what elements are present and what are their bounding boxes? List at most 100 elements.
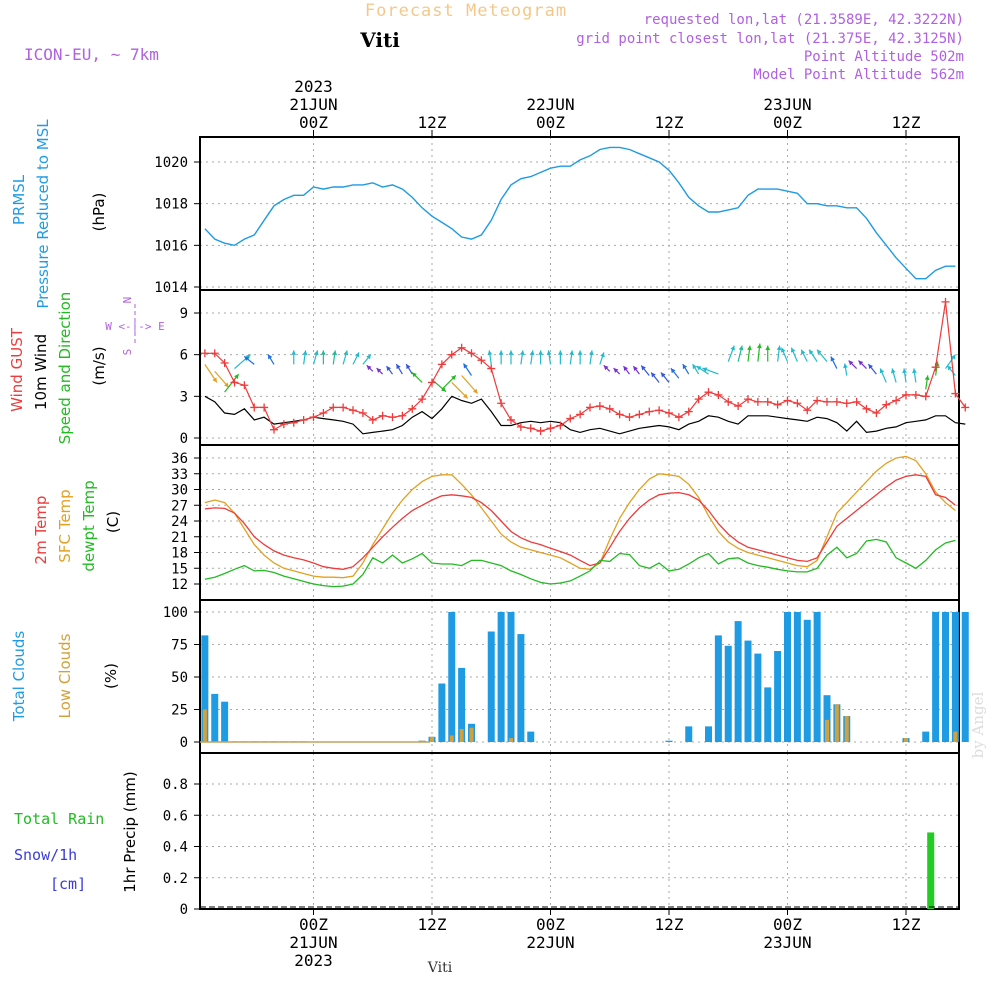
wind-arrow-head bbox=[641, 365, 646, 371]
total-cloud-bar bbox=[932, 612, 940, 742]
gust-marker bbox=[220, 359, 229, 367]
wind-arrow bbox=[765, 345, 771, 362]
wind-10m-label: 10m Wind bbox=[32, 334, 50, 410]
gust-marker bbox=[428, 378, 436, 387]
gust-marker bbox=[279, 420, 288, 429]
wind-arrow bbox=[461, 375, 479, 394]
wind-arrow bbox=[577, 350, 583, 365]
gust-marker bbox=[398, 411, 407, 420]
wind-arrows bbox=[204, 343, 956, 399]
gust-marker bbox=[200, 349, 209, 358]
gust-marker bbox=[911, 390, 920, 399]
y-tick-label: 1014 bbox=[154, 280, 188, 296]
wind-arrow bbox=[557, 350, 563, 365]
gust-marker bbox=[408, 404, 417, 413]
y-tick-label: 36 bbox=[171, 451, 188, 467]
wind-arrow bbox=[776, 345, 782, 362]
gust-marker bbox=[586, 403, 594, 412]
y-tick-label: 33 bbox=[171, 467, 188, 483]
wind-arrow bbox=[214, 370, 230, 388]
wind-arrow bbox=[411, 372, 423, 383]
x-year-label: 2023 bbox=[294, 77, 333, 96]
prmsl-label: PRMSL bbox=[10, 174, 28, 225]
wind-arrow-head bbox=[738, 345, 744, 351]
y-tick-label: 30 bbox=[171, 483, 188, 499]
y-tick-label: 1018 bbox=[154, 197, 188, 213]
wind-arrow-head bbox=[462, 393, 468, 399]
wind-arrow-head bbox=[633, 366, 638, 372]
y-tick-label: 0 bbox=[180, 735, 188, 751]
wind-arrow-head bbox=[396, 364, 401, 370]
gust-marker bbox=[655, 406, 664, 415]
gust-marker bbox=[210, 349, 219, 358]
wind-arrow bbox=[498, 350, 504, 365]
x-date-label: 23JUN bbox=[763, 95, 811, 114]
gust-marker bbox=[526, 424, 535, 433]
wind-arrow-head bbox=[757, 343, 762, 349]
panel-pressure: 1014 1016 1018 1020 bbox=[154, 137, 959, 296]
wind-arrow bbox=[848, 360, 858, 369]
gust-marker bbox=[714, 390, 723, 399]
wind-arrow bbox=[538, 350, 544, 365]
gust-marker bbox=[516, 422, 525, 431]
temp-unit-label: (C) bbox=[104, 511, 122, 533]
wind-arrow bbox=[692, 363, 700, 375]
x-date-label: 21JUN bbox=[289, 933, 337, 952]
wind-arrow-head bbox=[891, 368, 896, 374]
wind-arrow bbox=[332, 350, 338, 365]
wind-arrow-head bbox=[670, 368, 676, 374]
pressure-line bbox=[204, 146, 956, 280]
temp-2m-line bbox=[204, 474, 956, 570]
wind-arrow-head bbox=[781, 347, 786, 353]
gust-marker bbox=[576, 410, 585, 419]
gust-markers bbox=[200, 297, 970, 436]
wind-arrow bbox=[267, 354, 275, 365]
wind-arrow bbox=[682, 363, 690, 375]
gust-marker bbox=[546, 424, 555, 433]
dewpt-line bbox=[204, 538, 956, 588]
wind-arrow bbox=[670, 367, 680, 379]
gust-marker bbox=[309, 413, 318, 422]
temp-labels: 2m Temp SFC Temp dewpt Temp (C) bbox=[32, 480, 122, 571]
wind-arrow bbox=[757, 343, 762, 362]
low-cloud-bar bbox=[459, 729, 464, 742]
wind-arrow-head bbox=[600, 352, 605, 358]
x-tick-label: 00Z bbox=[536, 113, 565, 132]
low-cloud-bar bbox=[449, 735, 454, 742]
wind-arrow-head bbox=[463, 363, 468, 369]
wind-arrow-head bbox=[569, 350, 575, 356]
gust-marker bbox=[823, 397, 831, 406]
total-cloud-bar bbox=[211, 693, 219, 742]
gust-marker bbox=[358, 409, 367, 417]
y-tick-label: 27 bbox=[171, 498, 188, 514]
wind-arrow-head bbox=[376, 368, 382, 373]
gust-marker bbox=[773, 400, 782, 409]
total-cloud-bar bbox=[438, 683, 446, 742]
total-cloud-bar bbox=[507, 612, 515, 742]
low-cloud-bar bbox=[509, 738, 513, 742]
wind-arrow bbox=[912, 368, 917, 383]
y-tick-label: 9 bbox=[180, 306, 188, 322]
gust-marker bbox=[388, 413, 397, 422]
low-cloud-bar bbox=[469, 727, 474, 742]
x-tick-label: 00Z bbox=[299, 915, 328, 934]
wind-arrow bbox=[204, 364, 218, 383]
gust-marker bbox=[477, 356, 486, 365]
wind-arrow bbox=[891, 368, 897, 383]
wind-gust-line bbox=[204, 301, 966, 432]
compass-south: S bbox=[121, 349, 134, 356]
gust-marker bbox=[931, 363, 940, 372]
wind-arrow bbox=[291, 350, 297, 365]
cloud-labels: Total Clouds Low Clouds (%) bbox=[10, 631, 120, 723]
total-cloud-bar bbox=[764, 687, 772, 742]
total-cloud-bar bbox=[823, 695, 831, 742]
wind-arrow bbox=[727, 345, 735, 362]
y-tick-label: 1020 bbox=[154, 155, 188, 171]
y-tick-label: 15 bbox=[171, 561, 188, 577]
wind-arrow-head bbox=[244, 356, 250, 362]
panel-wind: 0 3 6 9 bbox=[180, 290, 959, 447]
wind-arrow-head bbox=[730, 345, 735, 351]
gust-marker bbox=[635, 410, 644, 419]
